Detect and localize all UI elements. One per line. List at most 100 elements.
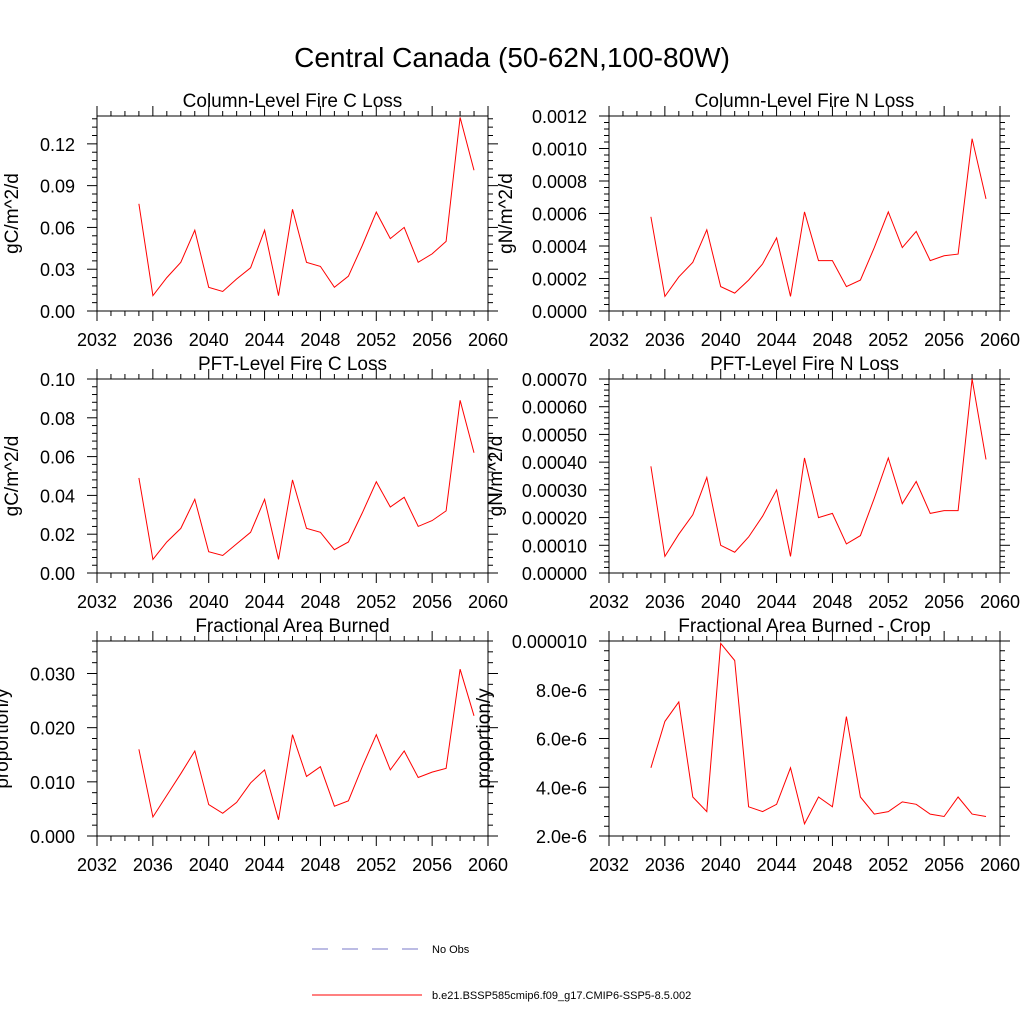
panel-2: Column-Level Fire N Loss 2032 2036 2040 2044…	[496, 91, 1020, 350]
y-tick-label: 0.00070	[522, 370, 587, 390]
panel-title: PFT-Level Fire C Loss	[198, 354, 387, 375]
y-tick-label: 0.00030	[522, 481, 587, 501]
y-tick-label: 6.0e-6	[536, 730, 587, 750]
y-tick-label: 0.010	[30, 773, 75, 793]
y-tick-label: 0.02	[40, 525, 75, 545]
x-tick-label: 2052	[356, 330, 396, 350]
y-tick-label: 0.00010	[522, 536, 587, 556]
legend: No Obs b.e21.BSSP585cmip6.f09_g17.CMIP6-S…	[312, 944, 691, 1002]
x-tick-label: 2056	[924, 855, 964, 875]
x-tick-label: 2040	[701, 330, 741, 350]
panel-5: Fractional Area Burned 2032 2036 2040 2044 20…	[0, 616, 508, 875]
plot-frame	[96, 640, 489, 837]
y-tick-label: 0.00000	[522, 564, 587, 584]
x-tick-label: 2044	[245, 855, 285, 875]
x-tick-label: 2036	[645, 592, 685, 612]
x-tick-label: 2060	[980, 592, 1020, 612]
y-tick-label: 0.0000	[532, 302, 587, 322]
x-tick-label: 2040	[189, 330, 229, 350]
x-tick-label: 2036	[645, 855, 685, 875]
x-tick-label: 2056	[924, 330, 964, 350]
x-tick-label: 2060	[980, 330, 1020, 350]
x-tick-label: 2032	[589, 330, 629, 350]
y-tick-label: 0.00	[40, 302, 75, 322]
legend-label: No Obs	[432, 944, 470, 956]
x-tick-label: 2052	[868, 592, 908, 612]
y-tick-label: 0.00050	[522, 425, 587, 445]
x-tick-label: 2048	[812, 855, 852, 875]
y-tick-label: 0.030	[30, 665, 75, 685]
y-tick-label: 0.09	[40, 177, 75, 197]
y-tick-label: 0.04	[40, 486, 75, 506]
y-tick-label: 0.000	[30, 827, 75, 847]
y-tick-label: 2.0e-6	[536, 827, 587, 847]
panels: Column-Level Fire C Loss 2032 2036 2040 2044…	[0, 91, 1020, 875]
series-line	[138, 669, 475, 820]
panel-6: Fractional Area Burned - Crop 2032 2036 204…	[474, 616, 1020, 875]
series-line	[138, 117, 475, 297]
series-line	[138, 400, 475, 561]
panel-title: Fractional Area Burned	[195, 616, 389, 637]
x-tick-label: 2040	[189, 855, 229, 875]
x-tick-label: 2060	[468, 592, 508, 612]
x-tick-label: 2052	[356, 592, 396, 612]
y-tick-label: 0.03	[40, 260, 75, 280]
x-tick-label: 2056	[924, 592, 964, 612]
series-line	[650, 642, 987, 826]
y-axis-label: gC/m^2/d	[2, 436, 23, 517]
x-tick-label: 2056	[412, 855, 452, 875]
y-tick-label: 0.0002	[532, 270, 587, 290]
series-line	[650, 378, 987, 558]
y-axis-label: gN/m^2/d	[496, 173, 517, 254]
y-tick-label: 0.08	[40, 409, 75, 429]
panel-title: Fractional Area Burned - Crop	[678, 616, 930, 637]
series-line	[650, 138, 987, 298]
x-tick-label: 2044	[757, 592, 797, 612]
y-tick-label: 0.0004	[532, 237, 587, 257]
plot-frame	[96, 378, 489, 574]
y-axis-label: proportion/y	[474, 688, 495, 789]
x-tick-label: 2056	[412, 330, 452, 350]
x-tick-label: 2044	[245, 330, 285, 350]
panel-4: PFT-Level Fire N Loss 2032 2036 2040 2044 204…	[486, 354, 1020, 612]
y-axis-label: gN/m^2/d	[486, 436, 507, 517]
x-tick-label: 2052	[868, 330, 908, 350]
panel-1: Column-Level Fire C Loss 2032 2036 2040 2044…	[2, 91, 508, 350]
x-tick-label: 2040	[701, 592, 741, 612]
y-axis-label: proportion/y	[0, 688, 13, 789]
y-tick-label: 0.00040	[522, 453, 587, 473]
x-tick-label: 2032	[77, 330, 117, 350]
x-tick-label: 2060	[468, 330, 508, 350]
x-tick-label: 2056	[412, 592, 452, 612]
y-tick-label: 0.00	[40, 564, 75, 584]
x-tick-label: 2044	[245, 592, 285, 612]
y-tick-label: 0.06	[40, 448, 75, 468]
panel-title: Column-Level Fire N Loss	[695, 91, 915, 112]
x-tick-label: 2048	[300, 592, 340, 612]
y-tick-label: 0.020	[30, 719, 75, 739]
x-tick-label: 2032	[77, 855, 117, 875]
x-tick-label: 2036	[133, 330, 173, 350]
y-tick-label: 0.000010	[512, 632, 587, 652]
x-tick-label: 2060	[980, 855, 1020, 875]
y-tick-label: 4.0e-6	[536, 778, 587, 798]
x-tick-label: 2052	[356, 855, 396, 875]
x-tick-label: 2040	[189, 592, 229, 612]
y-tick-label: 8.0e-6	[536, 681, 587, 701]
x-tick-label: 2048	[812, 592, 852, 612]
x-tick-label: 2032	[589, 592, 629, 612]
y-tick-label: 0.0012	[532, 107, 587, 127]
x-tick-label: 2052	[868, 855, 908, 875]
y-tick-label: 0.12	[40, 135, 75, 155]
y-tick-label: 0.06	[40, 218, 75, 238]
x-tick-label: 2048	[812, 330, 852, 350]
plot-frame	[608, 640, 1001, 837]
y-axis-label: gC/m^2/d	[2, 173, 23, 254]
plot-frame	[96, 115, 489, 312]
x-tick-label: 2040	[701, 855, 741, 875]
panel-3: PFT-Level Fire C Loss 2032 2036 2040 2044 204…	[2, 354, 508, 612]
x-tick-label: 2044	[757, 330, 797, 350]
panel-title: Column-Level Fire C Loss	[183, 91, 403, 112]
